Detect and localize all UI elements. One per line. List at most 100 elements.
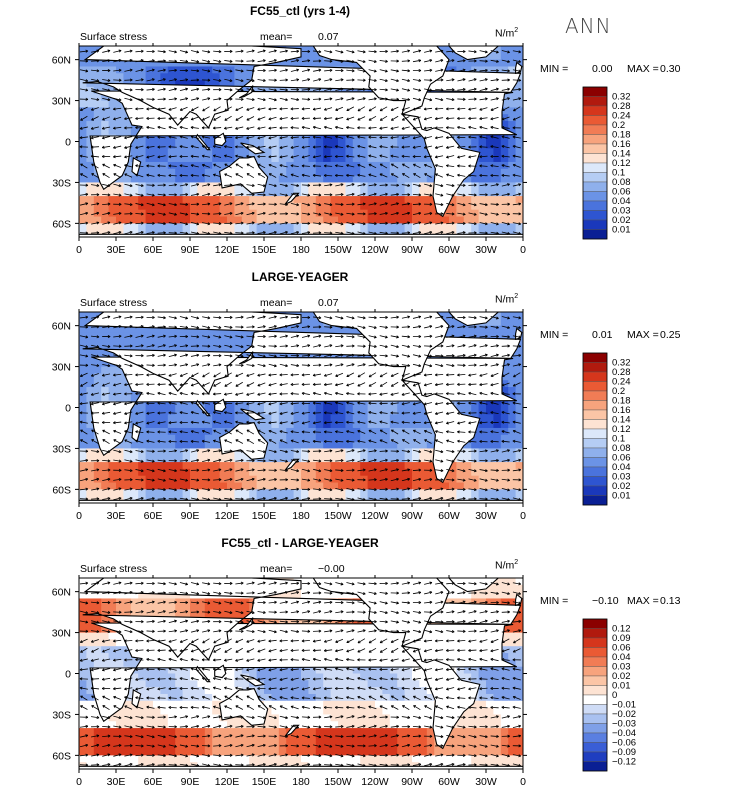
colorbar-swatch [582, 438, 608, 449]
map-plot: 0 30E 60E 90E 120E 150E 180 150W 120W 90W 60W 30W 0 6… [52, 309, 631, 522]
max-value: 0.30 [660, 63, 681, 75]
x-tick-label: 150W [324, 510, 352, 522]
y-tick-label: 60N [52, 587, 71, 599]
wind-vectors [79, 581, 522, 767]
y-tick-label: 30S [52, 709, 71, 721]
colorbar-label: 0.16 [612, 405, 631, 416]
panel-title: FC55_ctl - LARGE-YEAGER [221, 536, 379, 550]
x-tick-label: 90W [401, 510, 423, 522]
colorbar-label: 0.14 [612, 415, 631, 426]
x-tick-label: 60W [438, 244, 460, 256]
max-value: 0.25 [660, 329, 681, 341]
colorbar-swatch [582, 675, 608, 686]
x-tick-label: 0 [520, 244, 526, 256]
landmass [214, 398, 227, 413]
colorbar-swatch [582, 685, 608, 696]
max-label: MAX = [627, 329, 659, 341]
wind-vectors [79, 49, 522, 235]
colorbar-swatch [582, 447, 608, 458]
colorbar-swatch [582, 628, 608, 639]
colorbar-swatch [582, 742, 608, 753]
y-tick-label: 30N [52, 96, 71, 108]
x-tick-label: 30W [475, 244, 497, 256]
colorbar-swatch [582, 210, 608, 221]
colorbar-label: −0.09 [612, 747, 636, 758]
landmass [240, 408, 266, 421]
landmass [240, 674, 266, 687]
colorbar-swatch [582, 761, 608, 772]
y-tick-label: 0 [65, 669, 71, 681]
x-tick-label: 120W [361, 776, 389, 788]
colorbar-swatch [582, 229, 608, 240]
colorbar-swatch [582, 362, 608, 373]
mean-value: 0.07 [318, 297, 339, 309]
x-tick-label: 60E [144, 510, 163, 522]
colorbar-label: 0 [612, 690, 617, 701]
colorbar-label: −0.12 [612, 757, 636, 768]
colorbar-label: 0.28 [612, 101, 631, 112]
colorbar-swatch [582, 134, 608, 145]
landmass [218, 687, 269, 726]
colorbar-swatch [582, 96, 608, 107]
landmass [240, 142, 266, 155]
x-tick-label: 90E [181, 776, 200, 788]
colorbar-label: 0.06 [612, 643, 631, 654]
colorbar-label: 0.02 [612, 671, 631, 682]
colorbar-label: 0.06 [612, 187, 631, 198]
colorbar-swatch [582, 476, 608, 487]
colorbar-label: 0.09 [612, 633, 631, 644]
y-tick-label: 30S [52, 177, 71, 189]
x-tick-label: 30E [107, 510, 126, 522]
landmass [284, 192, 300, 205]
landmass [218, 155, 269, 194]
x-tick-label: 180 [292, 776, 310, 788]
colorbar-swatch [582, 485, 608, 496]
colorbar-label: 0.32 [612, 358, 631, 369]
x-tick-label: 150E [252, 776, 277, 788]
colorbar-swatch [582, 713, 608, 724]
variable-label: Surface stress [80, 31, 148, 43]
colorbar-swatch [582, 751, 608, 762]
min-value: 0.00 [592, 63, 613, 75]
y-tick-label: 0 [65, 403, 71, 415]
colorbar-label: 0.08 [612, 443, 631, 454]
colorbar-label: −0.06 [612, 738, 636, 749]
landmass [239, 351, 254, 365]
colorbar-label: 0.12 [612, 424, 631, 435]
colorbar-swatch [582, 200, 608, 211]
colorbar-swatch [582, 105, 608, 116]
landmass [239, 617, 254, 631]
colorbar-swatch [582, 115, 608, 126]
x-tick-label: 150E [252, 510, 277, 522]
landmass [448, 312, 500, 327]
x-tick-label: 150W [324, 776, 352, 788]
colorbar-swatch [582, 457, 608, 468]
landmass [214, 664, 227, 679]
x-tick-label: 0 [520, 510, 526, 522]
variable-label: Surface stress [80, 563, 148, 575]
x-tick-label: 30E [107, 776, 126, 788]
x-tick-label: 150E [252, 244, 277, 256]
colorbar-swatch [582, 352, 608, 363]
colorbar-swatch [582, 86, 608, 97]
colorbar-label: 0.2 [612, 386, 625, 397]
x-tick-label: 180 [292, 510, 310, 522]
landmass [214, 132, 227, 147]
units-exponent: 2 [514, 27, 519, 34]
colorbar-swatch [582, 124, 608, 135]
x-tick-label: 0 [520, 776, 526, 788]
shaded-field [79, 46, 523, 237]
mean-value: −0.00 [318, 563, 345, 575]
min-label: MIN = [540, 329, 569, 341]
y-tick-label: 0 [65, 137, 71, 149]
colorbar-swatch [582, 656, 608, 667]
x-tick-label: 30W [475, 776, 497, 788]
chart-panel-2: LARGE-YEAGER Surface stress mean= 0.07 N/m2 M… [0, 266, 733, 532]
variable-label: Surface stress [80, 297, 148, 309]
shaded-field [79, 578, 523, 769]
landmass [312, 312, 450, 382]
colorbar-label: 0.14 [612, 149, 631, 160]
y-tick-label: 60N [52, 55, 71, 67]
units-exponent: 2 [514, 559, 519, 566]
x-tick-label: 90E [181, 244, 200, 256]
